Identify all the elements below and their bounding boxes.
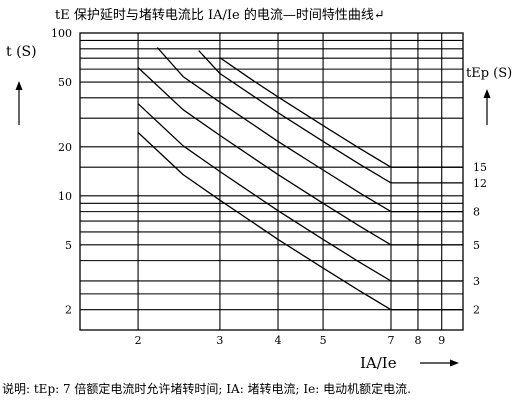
tick-labels: 2 5 10 20 50 100 2 3 4 5 7 8 9 2 3 5 8 12 15	[51, 27, 487, 347]
x-tick-label: 4	[275, 334, 282, 347]
series-line	[156, 47, 463, 213]
y-tick-label: 100	[51, 27, 72, 40]
x-arrow-icon	[420, 359, 459, 367]
right-axis-label: tEp (S)	[466, 66, 513, 81]
x-tick-label: 3	[216, 334, 223, 347]
footnote: 说明: tEp: 7 倍额定电流时允许堵转时间; IA: 堵转电流; Ie: 电…	[2, 382, 411, 396]
series-line	[219, 57, 463, 168]
right-tick-label: 15	[473, 161, 487, 174]
series-line	[198, 50, 463, 184]
x-tick-label: 2	[135, 334, 142, 347]
grid	[80, 32, 463, 330]
series-line	[137, 67, 463, 246]
x-tick-label: 5	[320, 334, 327, 347]
right-tick-label: 3	[473, 275, 480, 288]
x-tick-label: 8	[414, 334, 421, 347]
y-tick-label: 50	[58, 76, 72, 89]
chart-title: tE 保护延时与堵转电流比 IA/Ie 的电流—时间特性曲线↵	[55, 8, 385, 23]
series-line	[137, 103, 463, 282]
y-axis-label: t (S)	[6, 44, 37, 60]
y-tick-label: 10	[58, 190, 72, 203]
y-tick-label: 5	[65, 239, 72, 252]
right-tick-label: 12	[473, 177, 487, 190]
x-tick-label: 9	[438, 334, 445, 347]
x-tick-label: 7	[387, 334, 394, 347]
series-line	[137, 132, 463, 311]
x-axis-label: IA/Ie	[360, 354, 397, 372]
y-arrow-icon	[15, 81, 23, 125]
right-tick-label: 5	[473, 239, 480, 252]
y-tick-label: 20	[58, 141, 72, 154]
plot-frame	[79, 32, 464, 331]
right-tick-label: 2	[473, 304, 480, 317]
y-tick-label: 2	[65, 304, 72, 317]
curves	[137, 47, 463, 311]
right-arrow-icon	[483, 89, 491, 125]
right-tick-label: 8	[473, 206, 480, 219]
